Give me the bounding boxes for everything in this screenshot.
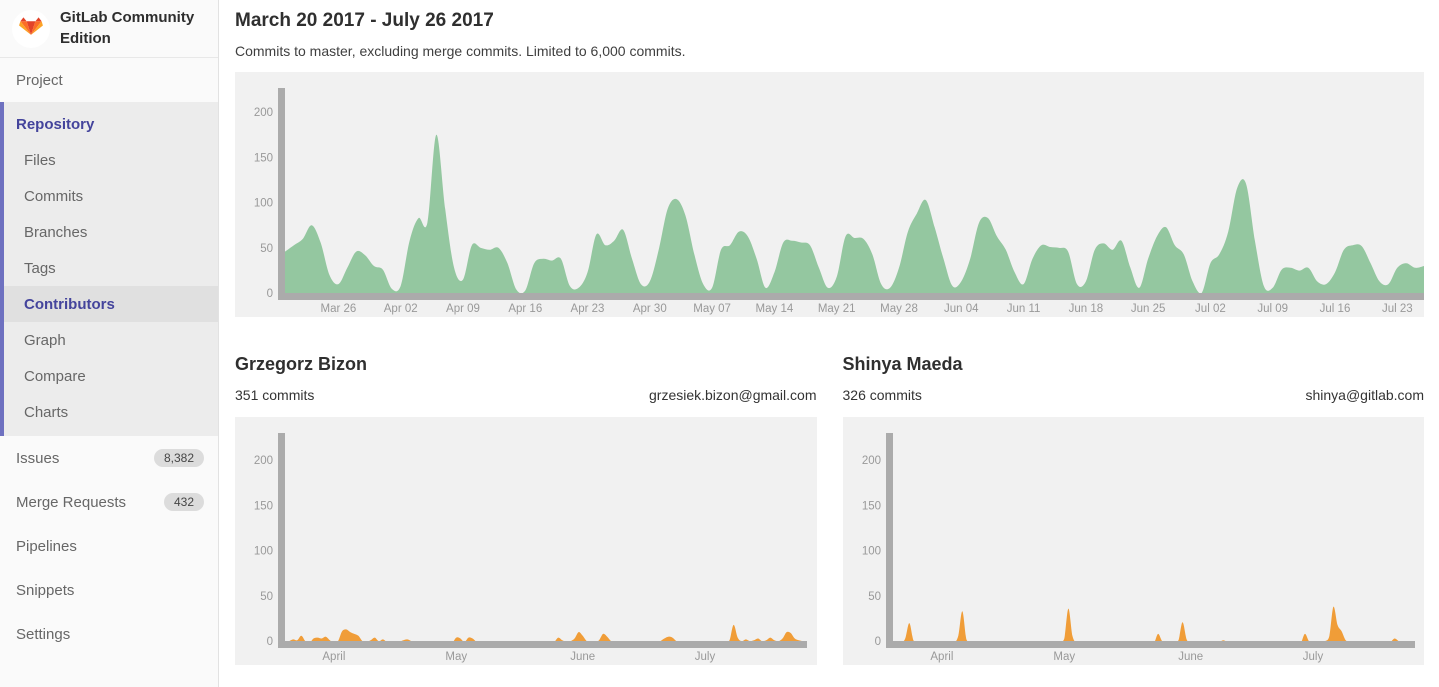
svg-text:June: June: [1178, 651, 1203, 663]
svg-text:200: 200: [254, 455, 273, 467]
svg-text:Apr 16: Apr 16: [508, 303, 542, 315]
svg-text:May: May: [1053, 651, 1075, 663]
svg-text:100: 100: [861, 546, 880, 558]
contributor-email: grzesiek.bizon@gmail.com: [649, 387, 817, 403]
project-title: GitLab Community Edition: [60, 9, 195, 47]
sidebar-item-label: Graph: [24, 331, 66, 349]
tanuki-icon: [19, 17, 43, 35]
sidebar-item-merge-requests[interactable]: Merge Requests 432: [0, 480, 218, 524]
svg-text:50: 50: [260, 243, 273, 255]
contributors-grid: Grzegorz Bizon 351 commits grzesiek.bizo…: [235, 354, 1424, 665]
svg-text:200: 200: [254, 107, 273, 119]
contributor-email: shinya@gitlab.com: [1305, 387, 1425, 403]
gitlab-tanuki-logo-icon: [12, 9, 50, 48]
svg-text:Jul 09: Jul 09: [1257, 303, 1288, 315]
active-section-indicator: [0, 102, 4, 436]
sidebar-item-label: Tags: [24, 259, 56, 277]
svg-text:July: July: [1302, 651, 1323, 663]
svg-text:0: 0: [874, 636, 880, 648]
contributor-commit-count: 351 commits: [235, 387, 315, 403]
contributor-commits-area-chart: 0 50 100 150 200 April May June July: [842, 417, 1424, 665]
sidebar-item-label: Issues: [16, 449, 60, 467]
page-title: March 20 2017 - July 26 2017: [235, 10, 494, 31]
svg-text:150: 150: [861, 500, 880, 512]
sidebar-nav: Project Repository Files Commits Branche…: [0, 58, 218, 656]
svg-text:Jul 16: Jul 16: [1320, 303, 1351, 315]
page-subtitle: Commits to master, excluding merge commi…: [235, 43, 686, 59]
contributor-meta: 326 commits shinya@gitlab.com: [843, 387, 1425, 403]
sidebar-item-issues[interactable]: Issues 8,382: [0, 436, 218, 480]
sidebar-item-label: Branches: [24, 223, 88, 241]
svg-text:April: April: [322, 651, 345, 663]
sidebar-item-label: Charts: [24, 403, 69, 421]
svg-text:May: May: [445, 651, 467, 663]
contributor-card: Shinya Maeda 326 commits shinya@gitlab.c…: [842, 354, 1425, 665]
sidebar-item-graph[interactable]: Graph: [0, 322, 218, 358]
issues-count-badge: 8,382: [153, 449, 204, 467]
sidebar-item-repository[interactable]: Repository: [0, 106, 218, 142]
merge-requests-count-badge: 432: [163, 493, 204, 511]
svg-text:0: 0: [267, 636, 273, 648]
sidebar-item-label: Project: [16, 71, 63, 89]
contributor-name: Grzegorz Bizon: [235, 354, 368, 374]
sidebar-item-branches[interactable]: Branches: [0, 214, 218, 250]
sidebar-item-label: Repository: [16, 115, 95, 133]
svg-text:150: 150: [254, 500, 273, 512]
sidebar: GitLab Community Edition Project Reposit…: [0, 0, 219, 687]
svg-text:150: 150: [254, 152, 273, 164]
sidebar-item-settings[interactable]: Settings: [0, 612, 218, 656]
sidebar-item-tags[interactable]: Tags: [0, 250, 218, 286]
svg-text:Apr 23: Apr 23: [571, 303, 605, 315]
sidebar-item-label: Commits: [24, 187, 84, 205]
contributor-meta: 351 commits grzesiek.bizon@gmail.com: [235, 387, 817, 403]
sidebar-item-label: Snippets: [16, 581, 75, 599]
svg-text:0: 0: [267, 288, 273, 300]
svg-text:Apr 02: Apr 02: [384, 303, 418, 315]
svg-text:200: 200: [861, 455, 880, 467]
sidebar-item-label: Compare: [24, 367, 86, 385]
svg-text:July: July: [695, 651, 716, 663]
svg-text:100: 100: [254, 546, 273, 558]
svg-text:Jul 02: Jul 02: [1195, 303, 1226, 315]
svg-text:May 07: May 07: [693, 303, 731, 315]
sidebar-item-pipelines[interactable]: Pipelines: [0, 524, 218, 568]
svg-text:Jun 18: Jun 18: [1069, 303, 1104, 315]
svg-text:May 21: May 21: [818, 303, 856, 315]
sidebar-item-files[interactable]: Files: [0, 142, 218, 178]
svg-text:Apr 30: Apr 30: [633, 303, 667, 315]
sidebar-item-label: Files: [24, 151, 56, 169]
svg-text:Jul 23: Jul 23: [1382, 303, 1413, 315]
contributor-card: Grzegorz Bizon 351 commits grzesiek.bizo…: [235, 354, 817, 665]
contributor-commits-area-chart: 0 50 100 150 200 April May June July: [235, 417, 817, 665]
sidebar-item-label: Pipelines: [16, 537, 77, 555]
contributors-page: March 20 2017 - July 26 2017 Commits to …: [219, 0, 1439, 687]
sidebar-item-snippets[interactable]: Snippets: [0, 568, 218, 612]
sidebar-item-compare[interactable]: Compare: [0, 358, 218, 394]
svg-text:50: 50: [868, 591, 881, 603]
contributor-commit-count: 326 commits: [842, 387, 922, 403]
svg-text:Apr 09: Apr 09: [446, 303, 480, 315]
sidebar-section-repository: Repository Files Commits Branches Tags C…: [0, 102, 218, 436]
svg-text:Mar 26: Mar 26: [321, 303, 357, 315]
svg-text:April: April: [930, 651, 953, 663]
contributor-name: Shinya Maeda: [842, 354, 963, 374]
svg-text:Jun 04: Jun 04: [944, 303, 979, 315]
sidebar-item-label: Merge Requests: [16, 493, 127, 511]
sidebar-item-charts[interactable]: Charts: [0, 394, 218, 430]
sidebar-item-contributors[interactable]: Contributors: [0, 286, 218, 322]
svg-text:Jun 25: Jun 25: [1131, 303, 1166, 315]
master-commits-area-chart: 0 50 100 150 200 Mar 26 Apr 02 Apr 09 Apr 16 Apr …: [235, 72, 1424, 317]
project-home-link[interactable]: GitLab Community Edition: [0, 0, 218, 58]
svg-text:Jun 11: Jun 11: [1007, 303, 1041, 315]
sidebar-item-project[interactable]: Project: [0, 58, 218, 102]
sidebar-item-commits[interactable]: Commits: [0, 178, 218, 214]
sidebar-item-label: Settings: [16, 625, 71, 643]
svg-text:50: 50: [260, 591, 273, 603]
sidebar-item-label: Contributors: [24, 295, 115, 313]
svg-text:May 14: May 14: [756, 303, 794, 315]
svg-text:June: June: [570, 651, 595, 663]
svg-text:100: 100: [254, 198, 273, 210]
svg-text:May 28: May 28: [880, 303, 918, 315]
